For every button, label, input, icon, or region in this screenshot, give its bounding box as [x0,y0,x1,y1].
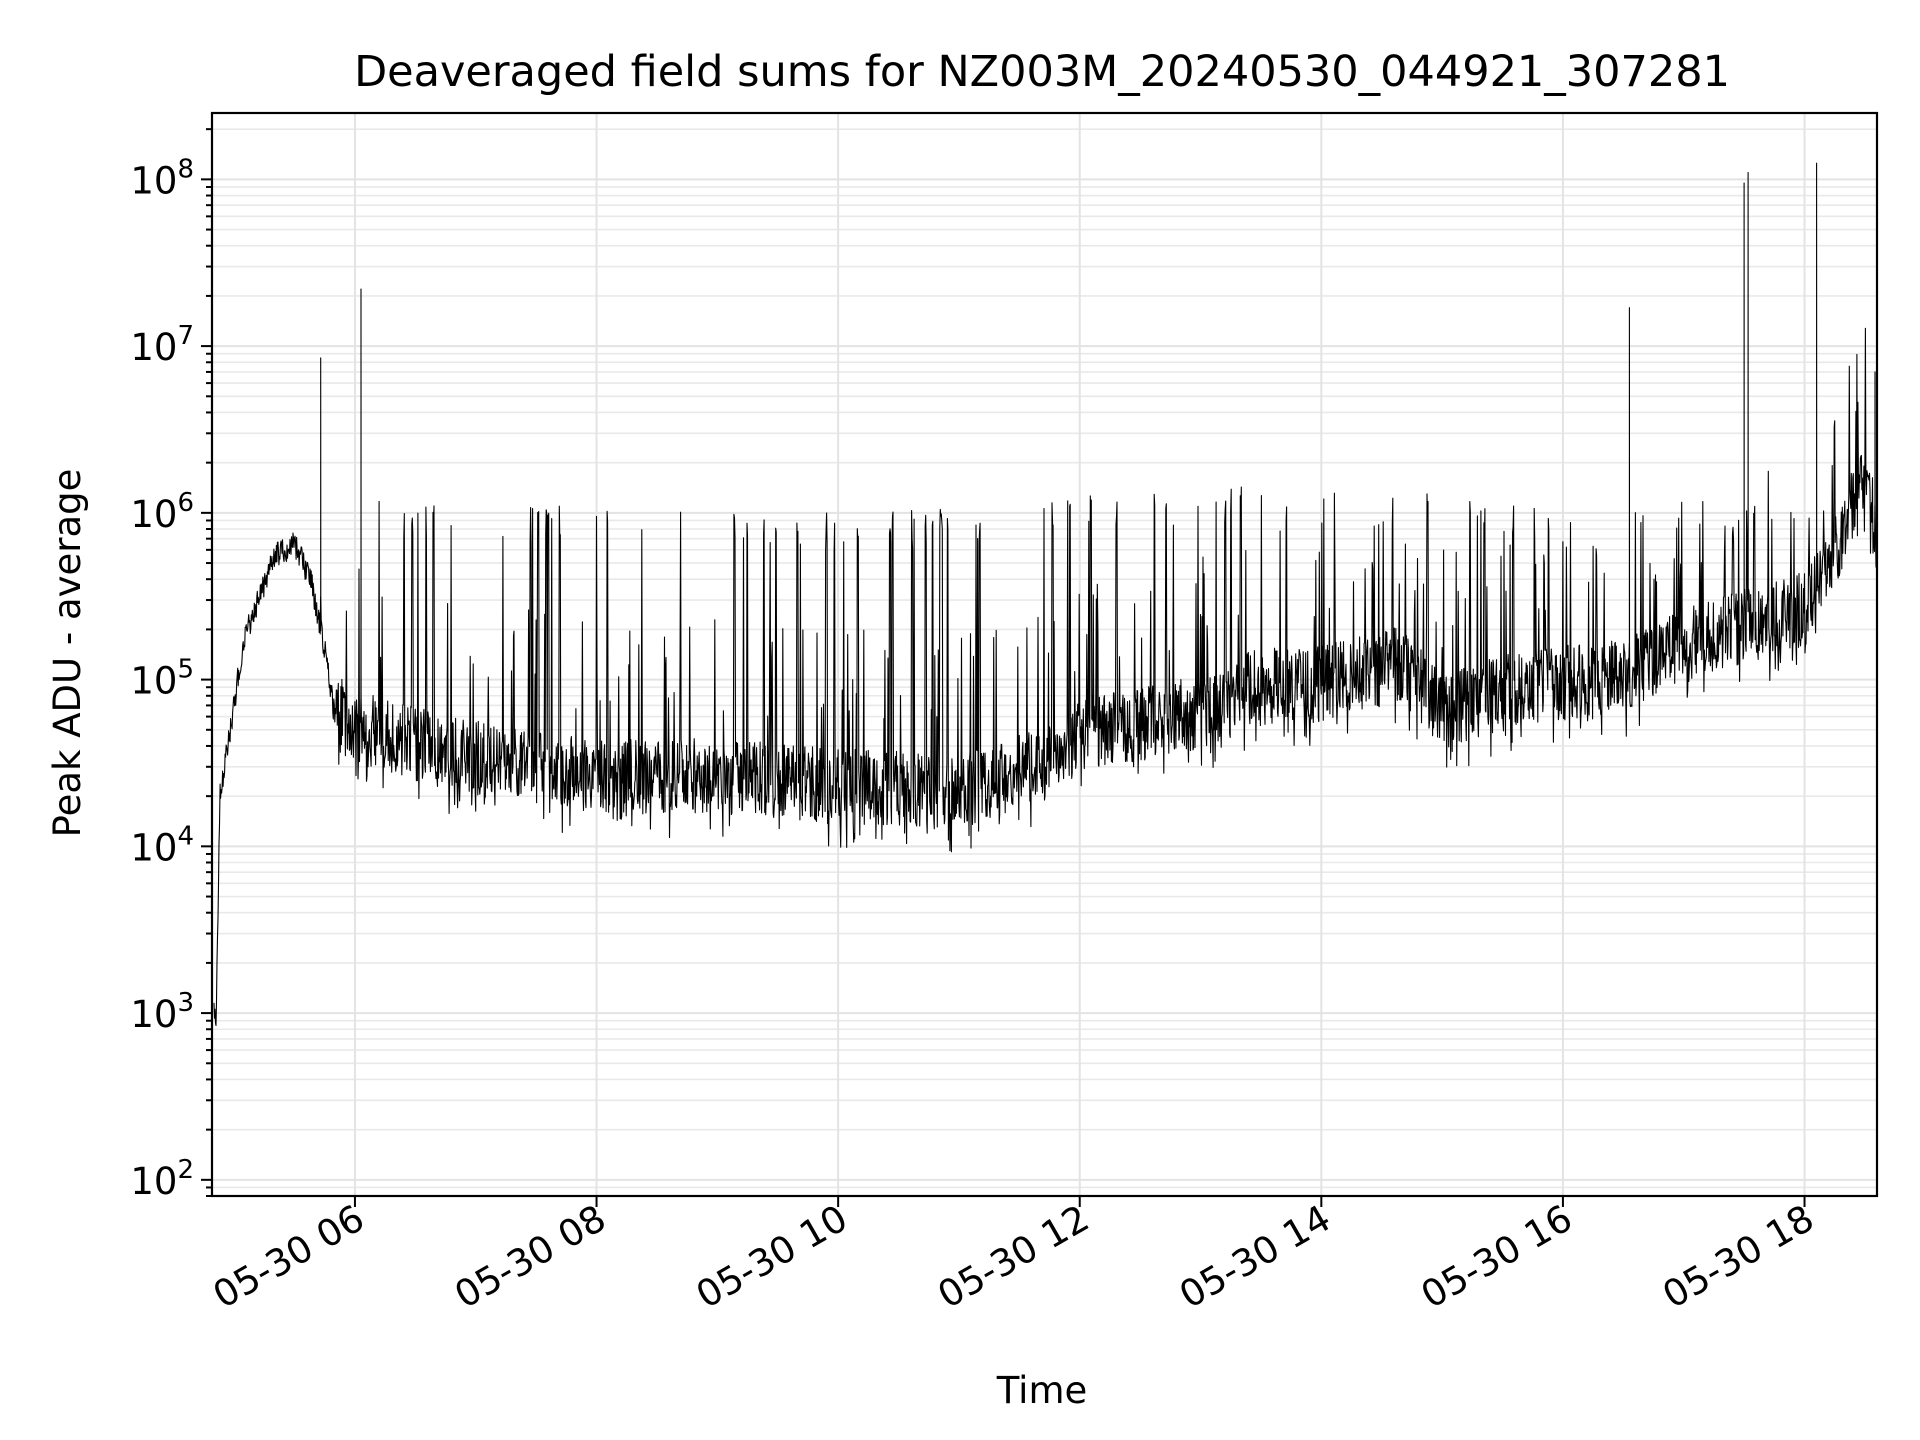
y-tick-label-exponent: 6 [177,488,194,518]
y-tick-label-base: 10 [130,1160,177,1203]
y-tick-label-base: 10 [130,493,177,536]
y-tick-label-base: 10 [130,660,177,703]
y-tick-label: 106 [130,488,194,536]
y-tick-label-base: 10 [130,326,177,369]
y-tick-label: 107 [130,321,194,369]
y-tick-label: 104 [130,821,194,869]
y-tick-label: 108 [130,154,194,202]
grid [212,113,1877,1197]
y-axis-label: Peak ADU - average [46,469,89,838]
y-tick-label-exponent: 4 [177,821,194,851]
y-tick-label: 102 [130,1155,194,1203]
plot-frame [210,111,1879,1198]
x-axis-label: Time [996,1369,1088,1412]
y-tick-label-base: 10 [130,993,177,1036]
y-tick-label: 105 [130,655,194,703]
y-tick-label-exponent: 7 [177,321,194,351]
y-tick-label: 103 [130,988,194,1036]
y-tick-label-base: 10 [130,826,177,869]
y-tick-label-exponent: 3 [177,988,194,1018]
y-tick-label-exponent: 2 [177,1155,194,1185]
chart-title: Deaveraged field sums for NZ003M_2024053… [354,47,1730,97]
series-layer [213,162,1878,1027]
data-series-line [213,162,1878,1027]
y-tick-label-exponent: 8 [177,154,194,184]
y-tick-label-exponent: 5 [177,655,194,685]
y-tick-label-base: 10 [130,159,177,202]
